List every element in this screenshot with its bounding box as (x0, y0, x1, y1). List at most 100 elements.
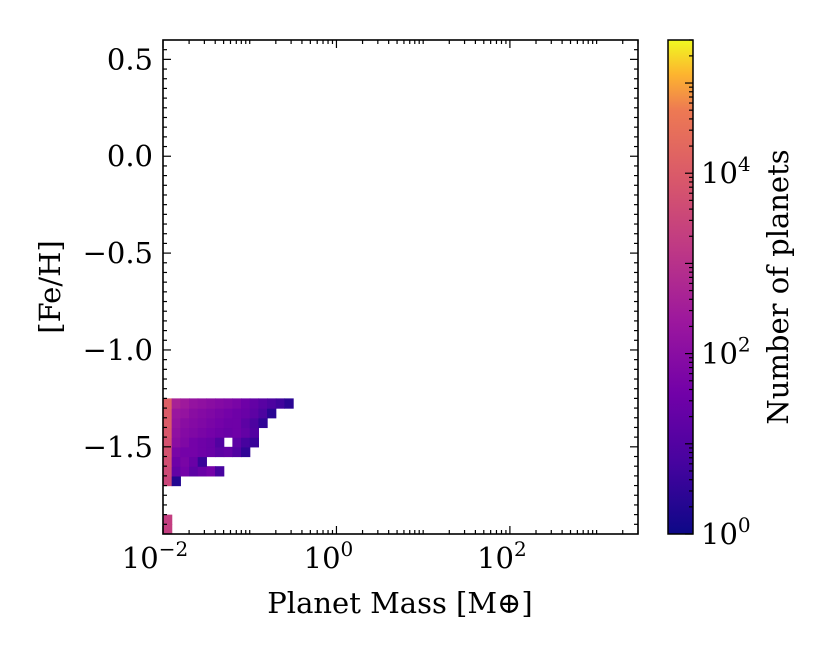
heatmap-cell (163, 427, 173, 438)
heatmap-cell (171, 466, 181, 477)
heatmap-cell (163, 437, 173, 448)
heatmap-cell (189, 398, 199, 409)
x-tick-label: 102 (477, 537, 527, 575)
colorbar-label: Number of planets (761, 149, 795, 424)
heatmap-cell (189, 437, 199, 448)
heatmap-cell (206, 427, 216, 438)
heatmap-cell (197, 466, 207, 477)
heatmap-cell (275, 398, 286, 409)
heatmap-cell (232, 417, 242, 429)
heatmap-cell (215, 466, 225, 477)
heatmap-cell (197, 408, 207, 419)
heatmap-cell (284, 398, 294, 409)
heatmap-cell (241, 446, 251, 458)
heatmap-cell (171, 398, 181, 409)
heatmap-cell (241, 398, 251, 409)
heatmap-cell (171, 427, 181, 438)
heatmap-cell (163, 466, 173, 477)
heatmap-cell (163, 408, 173, 419)
heatmap-cell (189, 456, 199, 467)
heatmap-cell (249, 427, 259, 438)
heatmap-cell (163, 475, 173, 487)
heatmap-cell (163, 446, 173, 458)
heatmap-cell (223, 408, 233, 419)
heatmap-cell (163, 524, 173, 534)
heatmap-cell (223, 398, 233, 409)
y-tick-label: 0.0 (107, 139, 153, 173)
heatmap-cell (163, 417, 173, 429)
colorbar (667, 39, 694, 535)
heatmap-cell (206, 417, 216, 429)
heatmap-cell (171, 417, 181, 429)
heatmap-cell (180, 398, 190, 409)
heatmap-cell (180, 408, 190, 419)
heatmap-cell (232, 437, 242, 448)
y-axis-label: [Fe/H] (33, 240, 67, 333)
heatmap-cell (215, 446, 225, 458)
heatmap-cell (249, 398, 259, 409)
colorbar-ticks: 100 102 104 (685, 39, 751, 551)
heatmap-cell (215, 417, 225, 429)
heatmap-cell (258, 408, 268, 419)
heatmap-cell (249, 408, 259, 419)
heatmap-cell (241, 417, 251, 429)
heatmap-cell (189, 417, 199, 429)
heatmap-cell (163, 398, 173, 409)
heatmap-cell (215, 437, 225, 448)
plot-frame (162, 39, 639, 535)
x-tick-label: 100 (304, 537, 354, 575)
heatmap-cell (241, 437, 251, 448)
heatmap-cell (267, 398, 277, 409)
x-axis-label: Planet Mass [M⊕] (267, 586, 532, 620)
heatmap-cells (163, 398, 294, 534)
heatmap-cell (171, 475, 181, 487)
heatmap-cell (206, 398, 216, 409)
heatmap-cell (223, 417, 233, 429)
heatmap-cell (206, 466, 216, 477)
colorbar-tick-label: 100 (701, 513, 751, 551)
heatmap-cell (206, 437, 216, 448)
heatmap-cell (206, 446, 216, 458)
heatmap-cell (241, 427, 251, 438)
heatmap-cell (197, 427, 207, 438)
heatmap-cell (180, 427, 190, 438)
heatmap-cell (223, 427, 233, 438)
heatmap-cell (171, 456, 181, 467)
heatmap-cell (232, 446, 242, 458)
heatmap-cell (189, 427, 199, 438)
heatmap-cell (171, 437, 181, 448)
y-tick-label: −1.0 (83, 333, 153, 367)
axis-ticks: 10−2 100 102 0.5 0.0 −0.5 −1.0 −1.5 (83, 40, 639, 575)
heatmap-cell (171, 408, 181, 419)
heatmap-cell (215, 427, 225, 438)
heatmap-cell (180, 417, 190, 429)
heatmap-cell (197, 456, 207, 467)
heatmap-cell (258, 417, 268, 429)
heatmap-cell (189, 466, 199, 477)
colorbar-tick-label: 102 (701, 333, 751, 371)
heatmap-cell (206, 408, 216, 419)
heatmap-cell (223, 446, 233, 458)
heatmap-cell (197, 446, 207, 458)
heatmap-cell (232, 398, 242, 409)
heatmap-cell (180, 466, 190, 477)
heatmap-cell (189, 408, 199, 419)
heatmap-cell (241, 408, 251, 419)
heatmap-cell (215, 408, 225, 419)
heatmap-cell (197, 437, 207, 448)
heatmap-cell (163, 514, 173, 525)
heatmap-cell (163, 456, 173, 467)
heatmap-cell (232, 427, 242, 438)
heatmap-cell (197, 398, 207, 409)
heatmap-cell (189, 446, 199, 458)
heatmap-cell (180, 456, 190, 467)
heatmap-cell (249, 437, 259, 448)
heatmap-cell (180, 437, 190, 448)
heatmap-cell (171, 446, 181, 458)
colorbar-tick-label: 104 (701, 152, 751, 190)
heatmap-cell (180, 446, 190, 458)
y-tick-label: 0.5 (107, 42, 153, 76)
heatmap-cell (215, 398, 225, 409)
y-tick-label: −0.5 (83, 236, 153, 270)
